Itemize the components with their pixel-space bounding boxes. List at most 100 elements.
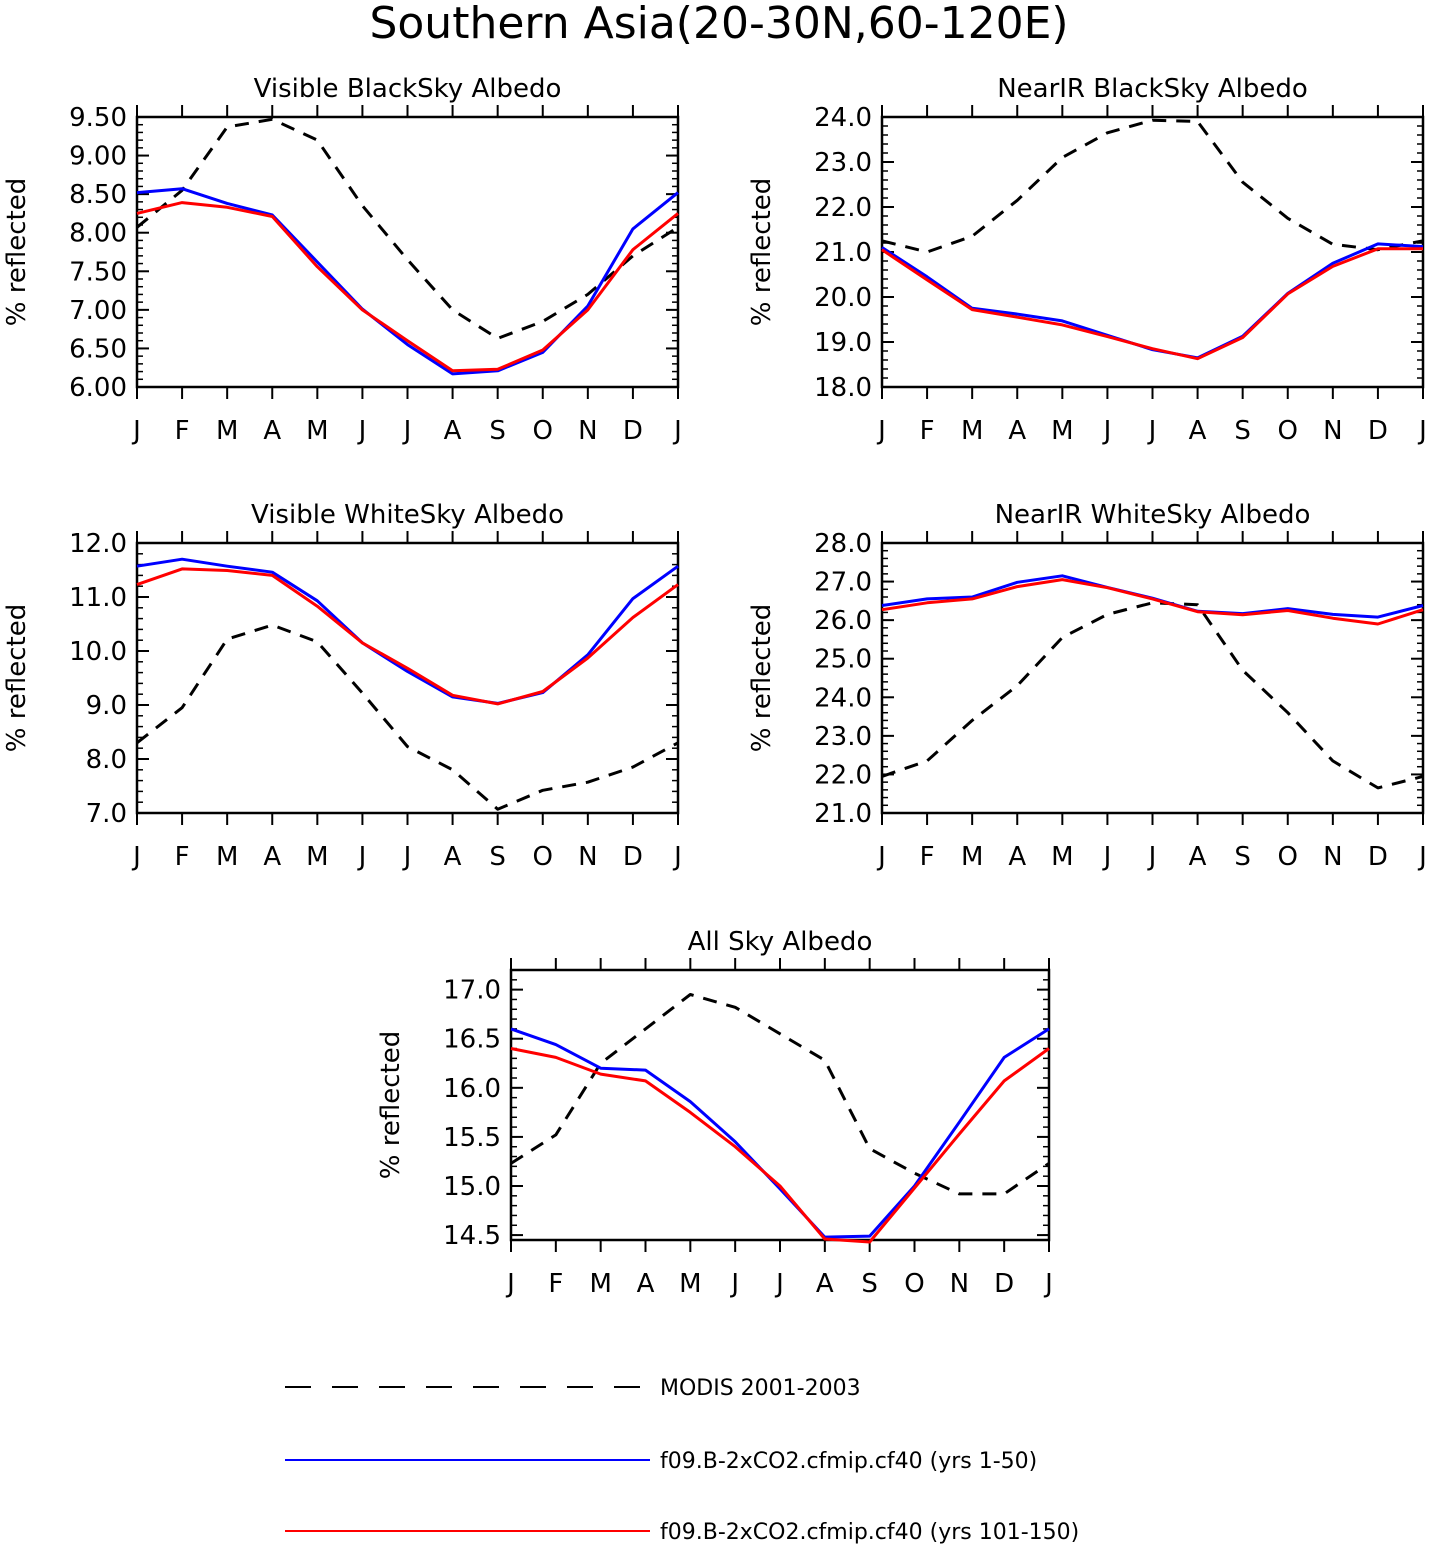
y-tick-label: 18.0 xyxy=(814,373,872,403)
x-tick-label: A xyxy=(1189,416,1207,446)
x-tick-label: N xyxy=(578,416,597,446)
y-tick-label: 9.00 xyxy=(69,142,127,172)
chart-title: Visible BlackSky Albedo xyxy=(254,74,562,104)
x-tick-label: M xyxy=(1051,416,1073,446)
x-tick-label: J xyxy=(1147,842,1157,872)
plot-frame xyxy=(880,115,1425,389)
y-tick-label: 6.00 xyxy=(69,373,127,403)
x-tick-label: O xyxy=(904,1269,924,1299)
x-tick-label: J xyxy=(505,1269,515,1299)
y-axis-label: % reflected xyxy=(2,604,32,752)
x-tick-label: M xyxy=(589,1269,611,1299)
y-tick-label: 8.00 xyxy=(69,219,127,249)
x-tick-label: M xyxy=(306,416,328,446)
chart-panels: Visible BlackSky Albedo % reflected 6.00 6.… xyxy=(2,74,1427,1299)
series-line xyxy=(881,247,1423,361)
x-tick-label: J xyxy=(876,842,886,872)
x-tick-label: J xyxy=(1417,842,1427,872)
y-tick-label: 23.0 xyxy=(814,148,872,178)
chart-title: All Sky Albedo xyxy=(688,927,873,957)
x-tick-label: N xyxy=(1323,416,1342,446)
series-line xyxy=(136,557,679,705)
y-axis-label: % reflected xyxy=(2,178,32,326)
x-tick-label: J xyxy=(729,1269,739,1299)
x-tick-label: A xyxy=(637,1269,655,1299)
chart-panel: NearIR WhiteSky Albedo % reflected 21.0 22.… xyxy=(747,500,1427,872)
y-tick-label: 21.0 xyxy=(814,238,872,268)
chart-panel: NearIR BlackSky Albedo % reflected 18.0 19.… xyxy=(747,74,1427,446)
y-tick-label: 25.0 xyxy=(814,645,872,675)
y-tick-label: 24.0 xyxy=(814,103,872,133)
x-tick-label: D xyxy=(623,416,643,446)
x-tick-label: J xyxy=(1102,416,1112,446)
series-line xyxy=(881,578,1424,626)
y-tick-label: 7.00 xyxy=(69,296,127,326)
y-tick-label: 26.0 xyxy=(814,606,872,636)
x-tick-label: J xyxy=(131,842,141,872)
legend: MODIS 2001-2003 f09.B-2xCO2.cfmip.cf40 (y… xyxy=(285,1376,1079,1545)
chart-title: NearIR BlackSky Albedo xyxy=(997,74,1308,104)
legend-label: MODIS 2001-2003 xyxy=(660,1376,861,1401)
y-tick-label: 7.50 xyxy=(69,257,127,287)
x-tick-label: F xyxy=(548,1269,563,1299)
x-tick-label: F xyxy=(920,416,935,446)
x-tick-label: A xyxy=(263,416,281,446)
y-tick-label: 22.0 xyxy=(814,193,872,223)
series-line xyxy=(136,117,679,340)
x-tick-label: J xyxy=(402,842,412,872)
x-tick-label: A xyxy=(1008,416,1026,446)
y-tick-label: 6.50 xyxy=(69,334,127,364)
y-tick-label: 8.50 xyxy=(69,180,127,210)
y-tick-label: 23.0 xyxy=(814,722,872,752)
plot-frame xyxy=(135,541,680,815)
x-tick-label: M xyxy=(961,416,983,446)
x-tick-label: O xyxy=(1278,842,1298,872)
series-line xyxy=(510,1027,1050,1239)
legend-label: f09.B-2xCO2.cfmip.cf40 (yrs 1-50) xyxy=(660,1449,1037,1474)
x-tick-label: J xyxy=(357,842,367,872)
y-tick-label: 16.5 xyxy=(443,1025,501,1055)
x-tick-label: O xyxy=(1278,416,1298,446)
x-tick-label: A xyxy=(444,842,462,872)
x-tick-label: J xyxy=(774,1269,784,1299)
x-tick-label: N xyxy=(1323,842,1342,872)
chart-title: NearIR WhiteSky Albedo xyxy=(995,500,1311,530)
x-tick-label: J xyxy=(402,416,412,446)
y-tick-label: 21.0 xyxy=(814,799,872,829)
y-tick-label: 16.0 xyxy=(443,1074,501,1104)
series-line xyxy=(881,574,1424,619)
series-line xyxy=(510,993,1050,1196)
x-tick-label: J xyxy=(1102,842,1112,872)
page-title: Southern Asia(20-30N,60-120E) xyxy=(369,0,1068,49)
plot-frame xyxy=(880,541,1425,815)
x-tick-label: M xyxy=(961,842,983,872)
x-tick-label: D xyxy=(623,842,643,872)
y-tick-label: 20.0 xyxy=(814,283,872,313)
y-tick-label: 27.0 xyxy=(814,568,872,598)
x-tick-label: D xyxy=(994,1269,1014,1299)
x-tick-label: F xyxy=(920,842,935,872)
series-line xyxy=(881,118,1424,254)
y-tick-label: 7.0 xyxy=(86,799,127,829)
x-tick-label: D xyxy=(1368,416,1388,446)
y-tick-label: 11.0 xyxy=(69,583,127,613)
x-tick-label: O xyxy=(533,842,553,872)
x-tick-label: D xyxy=(1368,842,1388,872)
y-tick-label: 19.0 xyxy=(814,328,872,358)
x-tick-label: M xyxy=(216,842,238,872)
y-tick-label: 14.5 xyxy=(443,1221,501,1251)
x-tick-label: F xyxy=(175,416,190,446)
x-tick-label: J xyxy=(1417,416,1427,446)
y-tick-label: 28.0 xyxy=(814,529,872,559)
series-line xyxy=(881,601,1424,790)
x-tick-label: J xyxy=(357,416,367,446)
x-tick-label: J xyxy=(1147,416,1157,446)
y-tick-label: 17.0 xyxy=(443,976,501,1006)
x-tick-label: A xyxy=(1008,842,1026,872)
series-line xyxy=(136,201,679,373)
x-tick-label: N xyxy=(950,1269,969,1299)
y-tick-label: 12.0 xyxy=(69,529,127,559)
chart-panel: Visible WhiteSky Albedo % reflected 7.0 8.0… xyxy=(2,500,682,872)
